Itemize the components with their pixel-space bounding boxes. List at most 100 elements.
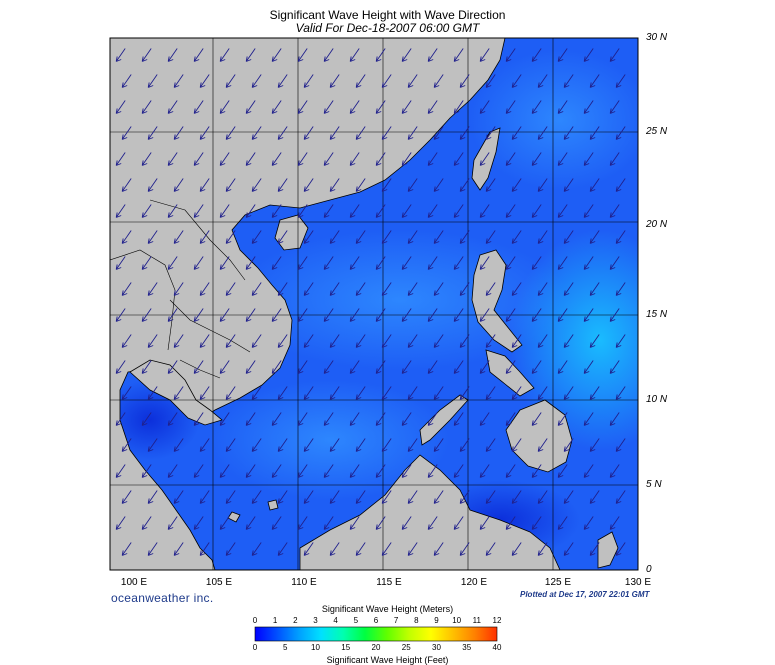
- wave-arrow: [271, 256, 282, 270]
- palawan-island: [419, 394, 469, 446]
- lat-label-20n: 20 N: [646, 219, 668, 230]
- wave-arrow: [277, 126, 288, 140]
- visayas-islands: [485, 349, 535, 397]
- wave-arrow: [453, 360, 464, 374]
- wave-arrow: [349, 308, 360, 322]
- wave-arrow: [563, 438, 574, 452]
- wave-arrow: [193, 48, 204, 62]
- wave-arrow: [479, 100, 490, 114]
- wave-arrow: [557, 204, 568, 218]
- wave-arrow: [557, 256, 568, 270]
- lon-label-105e: 105 E: [205, 577, 233, 588]
- wave-arrow: [427, 464, 438, 478]
- wave-arrow: [583, 204, 594, 218]
- wave-arrow: [355, 126, 366, 140]
- wave-arrow: [433, 126, 444, 140]
- colorbar-tick-meters: 4: [333, 616, 338, 625]
- wave-height-patch: [470, 50, 638, 190]
- wave-arrow: [141, 412, 152, 426]
- wave-arrow: [323, 256, 334, 270]
- wave-arrow: [147, 386, 158, 400]
- wave-arrow: [401, 204, 412, 218]
- wave-arrow: [225, 74, 236, 88]
- wave-arrow: [453, 516, 464, 530]
- wave-arrow: [505, 308, 516, 322]
- wave-arrow: [225, 282, 236, 296]
- wave-arrow: [219, 100, 230, 114]
- wave-arrow: [609, 204, 620, 218]
- wave-arrow: [583, 360, 594, 374]
- wave-arrow: [355, 74, 366, 88]
- brand-logo: oceanweather inc.: [111, 591, 214, 605]
- wave-arrow: [557, 100, 568, 114]
- wave-arrow: [245, 256, 256, 270]
- wave-arrow: [401, 48, 412, 62]
- wave-arrow: [199, 230, 210, 244]
- wave-arrow: [271, 100, 282, 114]
- wave-arrow: [147, 74, 158, 88]
- wave-arrow: [609, 256, 620, 270]
- wave-arrow: [459, 490, 470, 504]
- wave-arrow: [193, 360, 204, 374]
- wave-arrow: [245, 152, 256, 166]
- wave-arrow: [271, 464, 282, 478]
- wave-arrow: [277, 230, 288, 244]
- wave-arrow: [115, 412, 126, 426]
- small-island: [267, 499, 279, 511]
- wave-arrow: [225, 230, 236, 244]
- wave-arrow: [459, 126, 470, 140]
- wave-arrow: [219, 152, 230, 166]
- wave-arrow: [511, 282, 522, 296]
- wave-arrow: [121, 74, 132, 88]
- wave-arrow: [219, 464, 230, 478]
- wave-arrow: [115, 360, 126, 374]
- wave-arrow: [615, 126, 626, 140]
- wave-arrow: [589, 74, 600, 88]
- wave-arrow: [245, 516, 256, 530]
- wave-arrow: [199, 438, 210, 452]
- wave-arrow: [407, 386, 418, 400]
- wave-arrow: [245, 360, 256, 374]
- wave-arrow: [407, 490, 418, 504]
- colorbar-title-feet: Significant Wave Height (Feet): [326, 655, 449, 665]
- wave-arrow: [479, 48, 490, 62]
- colorbar-tick-meters: 6: [373, 616, 379, 625]
- wave-arrow: [609, 308, 620, 322]
- wave-arrow: [453, 412, 464, 426]
- mindanao-island: [505, 399, 573, 473]
- wave-arrow: [453, 308, 464, 322]
- wave-arrow: [193, 412, 204, 426]
- wave-arrow: [355, 542, 366, 556]
- wave-arrow: [303, 386, 314, 400]
- colorbar-tick-meters: 7: [393, 616, 399, 625]
- wave-arrow: [297, 256, 308, 270]
- wave-arrow: [297, 152, 308, 166]
- wave-arrow: [147, 490, 158, 504]
- wave-arrow: [557, 516, 568, 530]
- wave-arrow: [531, 308, 542, 322]
- wave-arrow: [381, 282, 392, 296]
- wave-arrow: [537, 490, 548, 504]
- wave-arrow: [615, 282, 626, 296]
- wave-arrow: [401, 516, 412, 530]
- wave-arrow: [407, 542, 418, 556]
- wave-arrow: [349, 256, 360, 270]
- wave-arrow: [329, 74, 340, 88]
- wave-arrow: [557, 152, 568, 166]
- wave-arrow: [407, 438, 418, 452]
- wave-arrow: [277, 386, 288, 400]
- wave-arrow: [271, 308, 282, 322]
- wave-arrow: [173, 230, 184, 244]
- wave-arrow: [199, 282, 210, 296]
- wave-arrow: [433, 334, 444, 348]
- wave-arrow: [167, 152, 178, 166]
- wave-arrow: [141, 464, 152, 478]
- wave-arrow: [251, 490, 262, 504]
- wave-arrow: [609, 464, 620, 478]
- wave-arrow: [349, 360, 360, 374]
- wave-arrow: [511, 74, 522, 88]
- wave-arrow: [115, 48, 126, 62]
- wave-arrow: [115, 308, 126, 322]
- wave-arrow: [225, 386, 236, 400]
- wave-arrow: [167, 464, 178, 478]
